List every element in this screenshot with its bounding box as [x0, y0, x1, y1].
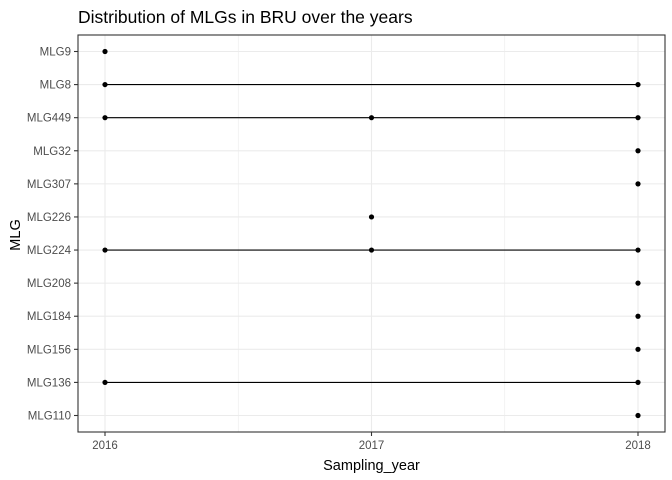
y-tick-label: MLG32 — [33, 146, 71, 158]
data-point-mlg32-2018 — [635, 148, 641, 154]
data-point-mlg224-2017 — [368, 247, 375, 253]
data-point-mlg307-2018 — [635, 181, 641, 187]
y-tick-label: MLG449 — [27, 113, 71, 125]
y-tick-label: MLG156 — [27, 344, 71, 356]
x-axis-title: Sampling_year — [323, 458, 420, 474]
data-point-mlg226-2017 — [368, 214, 375, 220]
x-axis: 2016 2017 2018 — [92, 432, 651, 452]
data-point-mlg224-2018 — [635, 247, 641, 253]
data-point-mlg224-2016 — [102, 247, 108, 253]
y-tick-label: MLG184 — [27, 311, 72, 323]
data-point-mlg449-2017 — [368, 115, 375, 121]
y-tick-label: MLG136 — [27, 377, 71, 389]
data-point-mlg449-2018 — [635, 115, 641, 121]
data-point-mlg136-2016 — [102, 379, 108, 386]
y-tick-label: MLG8 — [40, 80, 71, 92]
y-tick-label: MLG224 — [27, 245, 72, 257]
x-tick-label: 2016 — [92, 440, 118, 452]
y-tick-label: MLG208 — [27, 278, 71, 290]
data-point-mlg9-2016 — [102, 48, 108, 55]
x-tick-label: 2018 — [625, 440, 651, 452]
data-point-mlg8-2018 — [635, 81, 641, 88]
y-axis: MLG9 MLG8 MLG449 MLG32 MLG307 MLG226 MLG224 MLG… — [27, 47, 78, 423]
x-tick-label: 2017 — [359, 440, 385, 452]
grid — [78, 35, 665, 432]
y-tick-label: MLG226 — [27, 212, 71, 224]
data-point-mlg156-2018 — [635, 346, 641, 352]
data-point-mlg110-2018 — [635, 412, 641, 419]
data-point-mlg136-2018 — [635, 379, 641, 386]
data-point-mlg184-2018 — [635, 313, 641, 319]
data-point-mlg449-2016 — [102, 115, 108, 121]
y-tick-label: MLG110 — [28, 411, 71, 423]
data-point-mlg8-2016 — [102, 81, 108, 88]
y-tick-label: MLG307 — [27, 179, 71, 191]
data-point-mlg208-2018 — [635, 280, 641, 286]
chart-title: Distribution of MLGs in BRU over the yea… — [78, 7, 413, 27]
series-points — [102, 48, 641, 419]
y-axis-title: MLG — [8, 219, 24, 250]
y-tick-label: MLG9 — [40, 47, 71, 59]
